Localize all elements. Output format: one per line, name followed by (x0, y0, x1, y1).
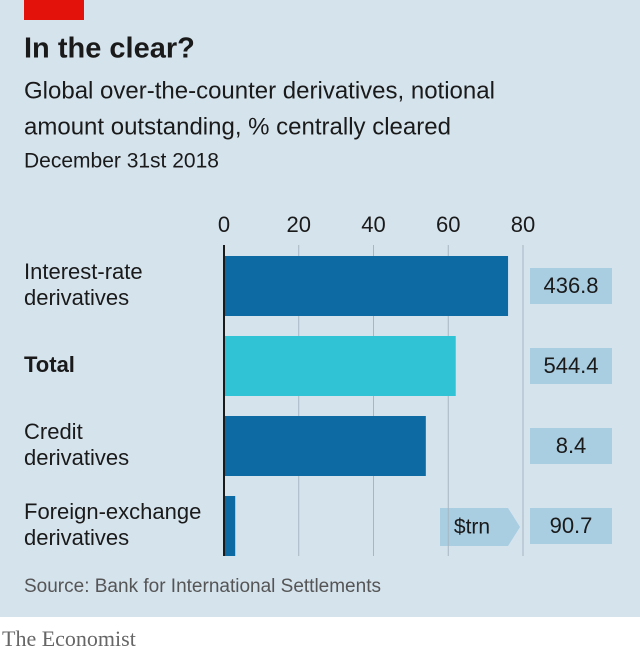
amount-label: 8.4 (556, 433, 587, 458)
date: December 31st 2018 (24, 150, 219, 173)
amount-box (530, 268, 612, 304)
subtitle: amount outstanding, % centrally cleared (24, 113, 451, 140)
brand: The Economist (2, 626, 136, 651)
bar (224, 416, 426, 476)
bar (224, 336, 456, 396)
category-label: Credit (24, 419, 83, 444)
subtitle: Global over-the-counter derivatives, not… (24, 77, 495, 104)
chart-title: In the clear? (24, 33, 195, 65)
category-label: Foreign-exchange (24, 499, 201, 524)
amount-box (530, 428, 612, 464)
red-tag (24, 0, 84, 20)
category-label: Total (24, 352, 75, 377)
amount-label: 436.8 (543, 273, 598, 298)
category-label: derivatives (24, 525, 129, 550)
x-tick-label: 0 (218, 212, 230, 237)
x-tick-label: 60 (436, 212, 460, 237)
x-tick-label: 20 (287, 212, 311, 237)
category-label: derivatives (24, 445, 129, 470)
amount-label: 544.4 (543, 353, 598, 378)
amount-box (530, 508, 612, 544)
amount-label: 90.7 (550, 513, 593, 538)
amount-box (530, 348, 612, 384)
bar (224, 496, 236, 556)
source: Source: Bank for International Settlemen… (24, 576, 381, 597)
x-tick-label: 80 (511, 212, 535, 237)
x-tick-label: 40 (361, 212, 385, 237)
unit-label: $trn (454, 516, 490, 539)
bar (224, 256, 509, 316)
unit-box (440, 508, 520, 546)
category-label: Interest-rate (24, 259, 143, 284)
category-label: derivatives (24, 285, 129, 310)
